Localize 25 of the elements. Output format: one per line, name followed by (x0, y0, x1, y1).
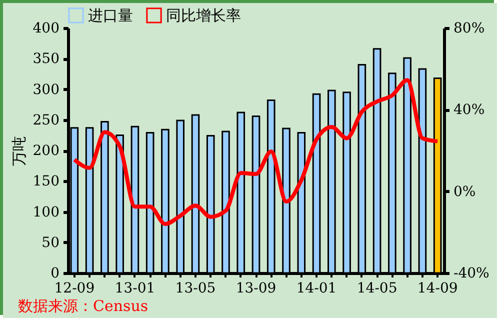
y2-tick-label: 0% (454, 184, 476, 200)
y-tick-label: 0 (50, 266, 60, 282)
y-tick-label: 400 (32, 20, 60, 36)
y-tick-label: 250 (32, 112, 60, 128)
x-tick-label: 14-01 (296, 280, 337, 296)
y-tick-label: 100 (32, 204, 60, 220)
legend-label: 进口量 (88, 6, 133, 24)
y2-tick-label: -40% (454, 266, 490, 282)
x-tick-label: 13-01 (114, 280, 156, 296)
y-tick-label: 150 (32, 174, 60, 190)
line-series (72, 78, 440, 226)
y-tick-label: 350 (32, 51, 60, 68)
y-tick-label: 300 (32, 82, 60, 98)
x-tick-label: 13-09 (236, 280, 276, 296)
y-tick-label: 50 (42, 234, 60, 251)
x-tick-label: 13-05 (175, 280, 216, 296)
y2-tick-label: 80% (454, 20, 485, 36)
x-tick-label: 14-05 (356, 280, 398, 296)
y-tick-label: 200 (32, 143, 60, 159)
source-note: 数据来源：Census (18, 297, 148, 315)
x-tick-label: 14-09 (417, 280, 458, 296)
x-tick-label: 12-09 (54, 280, 95, 296)
y-axis-title: 万吨 (10, 136, 28, 166)
y2-tick-label: 40% (454, 102, 485, 118)
legend-label: 同比增长率 (166, 6, 241, 24)
